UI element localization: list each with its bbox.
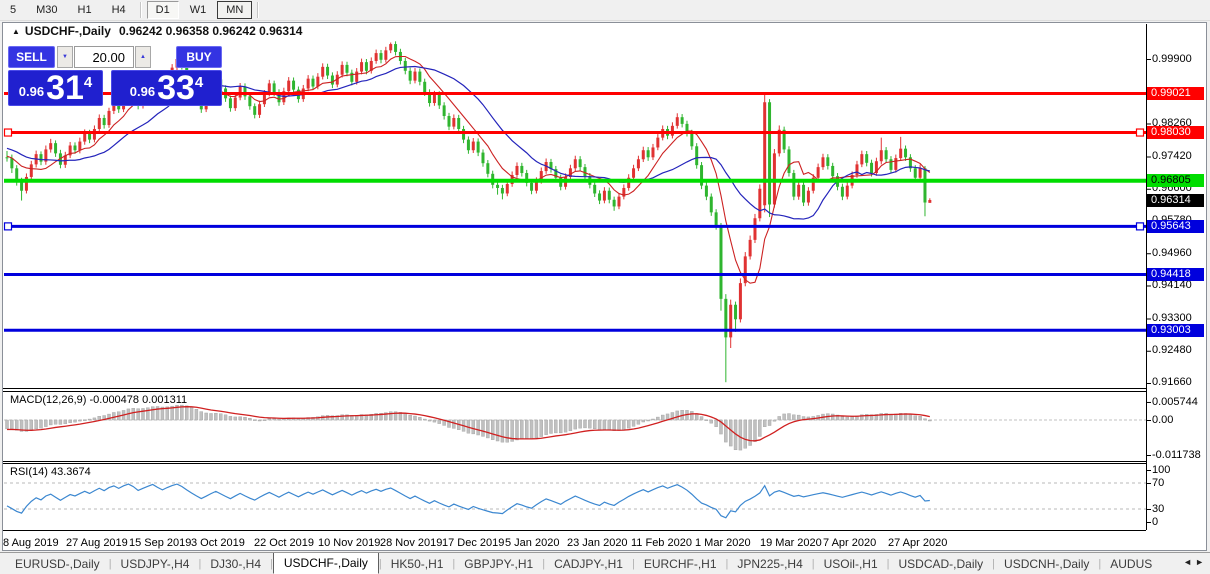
chart-tab-gbpjpyh1[interactable]: GBPJPY-,H1 [464,556,534,571]
timeframe-button-d1[interactable]: D1 [146,1,179,19]
symbol-title: USDCHF-,Daily [24,24,111,38]
chart-tab-usdchfdaily[interactable]: USDCHF-,Daily [272,553,379,574]
date-tick-label: 7 Apr 2020 [823,537,877,549]
buy-price[interactable]: 0.96 33 4 [111,70,222,106]
date-tick-label: 5 Jan 2020 [505,537,560,549]
tab-separator: | [198,557,202,570]
rsi-value: 43.3674 [50,466,91,478]
chart-tab-bar: EURUSD-,Daily | USDJPY-,H4 | DJ30-,H4 | USDCHF… [0,552,1210,574]
macd-label: MACD(12,26,9) -0.000478 0.001311 [10,394,188,406]
chart-tab-cadjpyh1[interactable]: CADJPY-,H1 [554,556,623,571]
sell-button[interactable]: SELL [8,46,55,68]
price-tick-label: 0.92480 [1152,344,1192,357]
sell-price-big: 31 [46,69,84,107]
price-line-badge: 0.95643 [1147,219,1204,233]
sell-price-small: 0.96 [18,84,45,99]
timeframe-button-5[interactable]: 5 [10,4,17,16]
volume-decrease-button[interactable]: ▼ [57,46,73,68]
tab-separator: | [542,557,546,570]
chart-tab-eurchfh1[interactable]: EURCHF-,H1 [643,556,717,571]
timeframe-button-mn[interactable]: MN [217,1,253,19]
chart-tab-jpn225h4[interactable]: JPN225-,H4 [737,556,803,571]
rsi-tick-label: 70 [1152,477,1165,489]
buy-price-small: 0.96 [129,84,156,99]
tab-scroll-right-icon[interactable]: ► [1195,557,1207,567]
rsi-label: RSI(14) 43.3674 [10,466,91,478]
chart-tab-dj30h4[interactable]: DJ30-,H4 [210,556,262,571]
chart-tab-hk50h1[interactable]: HK50-,H1 [390,556,444,571]
timeframe-button-m30[interactable]: M30 [36,4,58,16]
ohlc-values: 0.96242 0.96358 0.96242 0.96314 [118,24,303,38]
rsi-tick-label: 0 [1152,516,1159,528]
macd-values: -0.000478 0.001311 [89,394,188,406]
tab-separator: | [378,557,382,570]
date-tick-label: 10 Nov 2019 [318,537,381,549]
date-tick-label: 3 Oct 2019 [191,537,245,549]
macd-tick-label: 0.00 [1152,414,1174,426]
macd-tick-label: -0.011738 [1152,449,1201,461]
toolbar-separator [139,2,142,18]
price-tick-label: 0.93300 [1152,312,1192,324]
chart-tab-audus[interactable]: AUDUS [1110,556,1153,571]
tab-separator: | [725,557,729,570]
chart-tab-usdjpyh4[interactable]: USDJPY-,H4 [120,556,190,571]
price-line-badge: 0.93003 [1147,323,1204,337]
chart-tab-eurusddaily[interactable]: EURUSD-,Daily [15,556,100,571]
buy-price-sup: 4 [194,74,204,91]
price-line-badge: 0.99021 [1147,87,1204,101]
tab-separator: | [452,557,456,570]
rsi-tick-label: 100 [1152,464,1171,476]
price-tick-label: 0.99900 [1152,52,1192,65]
date-tick-label: 17 Dec 2019 [442,537,505,549]
date-tick-label: 11 Feb 2020 [631,537,692,549]
chart-tab-usdcnhdaily[interactable]: USDCNH-,Daily [1004,556,1090,571]
price-line-badge: 0.96805 [1147,174,1204,188]
price-tick-label: 0.97420 [1152,150,1192,162]
price-tick-label: 0.98260 [1152,116,1192,129]
chart-tab-usdcaddaily[interactable]: USDCAD-,Daily [898,556,984,571]
timeframe-button-w1[interactable]: W1 [189,4,207,16]
date-tick-label: 15 Sep 2019 [129,537,192,549]
date-tick-label: 22 Oct 2019 [254,537,314,549]
tab-separator: | [811,557,815,570]
sell-price[interactable]: 0.96 31 4 [8,70,103,106]
date-tick-label: 27 Apr 2020 [888,537,948,549]
tab-separator: | [1098,557,1102,570]
tab-scroll-arrows: ◄► [1183,557,1207,567]
date-tick-label: 8 Aug 2019 [3,537,59,549]
tab-separator: | [631,557,635,570]
price-line-badge: 0.94418 [1147,268,1204,282]
volume-increase-button[interactable]: ▲ [135,46,151,68]
volume-input[interactable] [74,46,134,68]
tab-separator: | [108,557,112,570]
buy-price-big: 33 [157,69,195,107]
rsi-tick-label: 30 [1152,503,1165,515]
price-tick-label: 0.94140 [1152,278,1192,291]
tab-separator: | [992,557,996,570]
collapse-panel-icon[interactable]: ▲ [12,27,20,36]
price-line-badge: 0.98030 [1147,126,1204,140]
price-tick-label: 0.91660 [1152,376,1192,389]
date-tick-label: 19 Mar 2020 [760,537,822,549]
macd-tick-label: 0.005744 [1152,395,1198,408]
chart-tab-usoilh1[interactable]: USOil-,H1 [823,556,878,571]
price-tick-label: 0.94960 [1152,246,1192,259]
toolbar-separator [257,2,260,18]
date-tick-label: 23 Jan 2020 [567,537,628,549]
tab-separator: | [270,557,273,570]
timeframe-button-h4[interactable]: H4 [111,4,126,16]
sell-price-sup: 4 [83,74,93,91]
timeframe-toolbar: 5 M30 H1 H4 D1 W1 MN [0,0,1210,21]
tab-separator: | [886,557,890,570]
date-tick-label: 27 Aug 2019 [66,537,128,549]
date-tick-label: 1 Mar 2020 [695,537,751,549]
buy-button[interactable]: BUY [176,46,222,68]
tab-scroll-left-icon[interactable]: ◄ [1183,557,1196,567]
current-price-badge: 0.96314 [1147,193,1204,207]
date-tick-label: 28 Nov 2019 [380,537,443,549]
timeframe-button-h1[interactable]: H1 [77,4,92,16]
chart-title: ▲ USDCHF-,Daily 0.96242 0.96358 0.96242 0.… [12,24,302,38]
